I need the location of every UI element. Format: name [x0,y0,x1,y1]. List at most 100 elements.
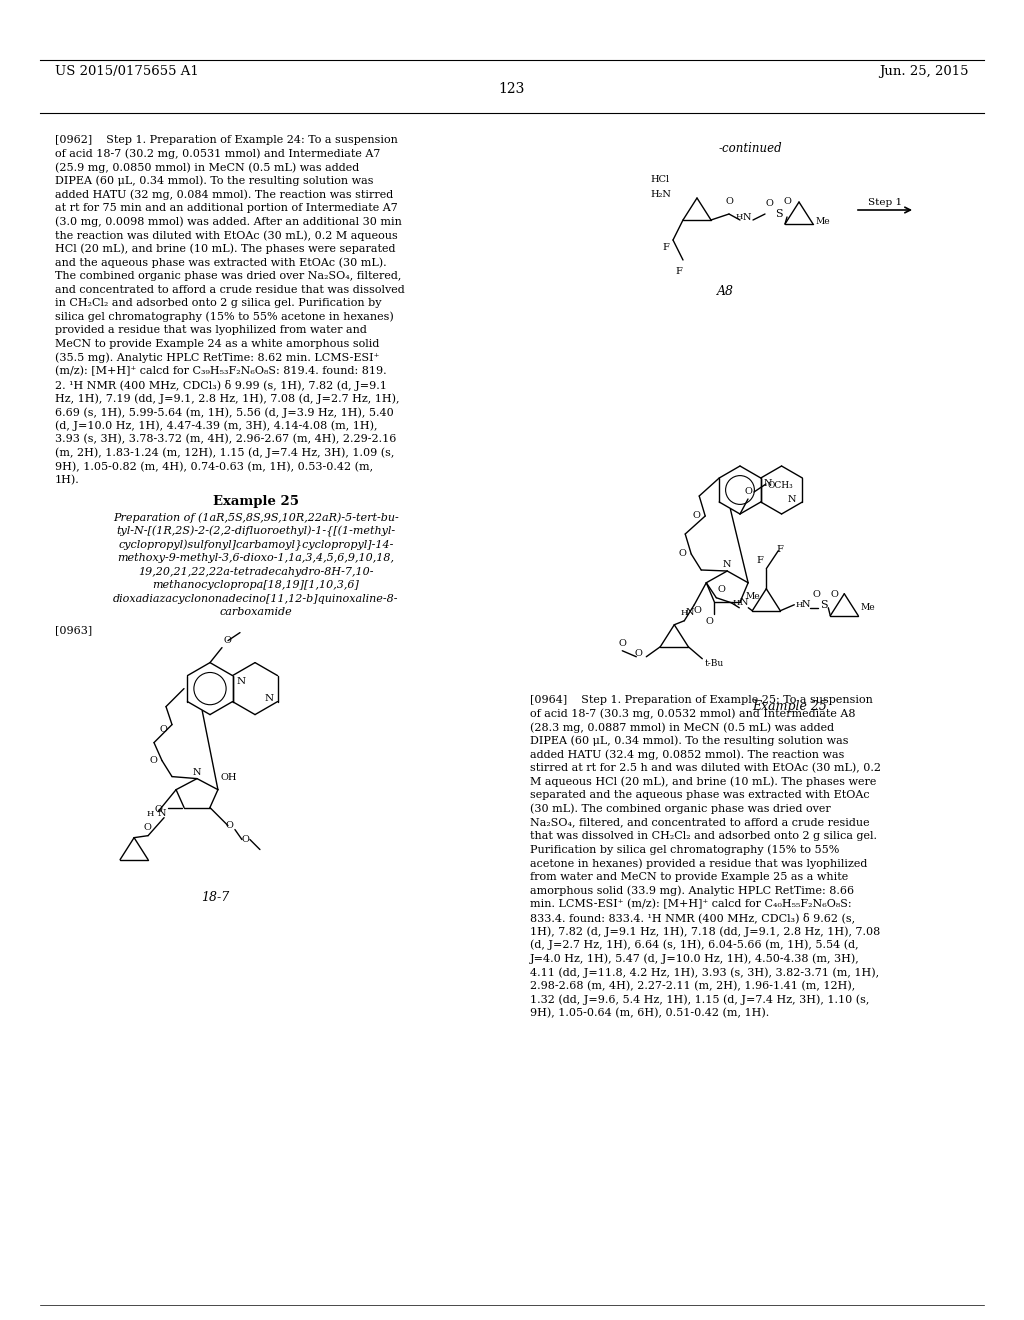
Text: 123: 123 [499,82,525,96]
Text: N: N [742,213,752,222]
Text: O: O [765,199,773,209]
Text: acetone in hexanes) provided a residue that was lyophilized: acetone in hexanes) provided a residue t… [530,858,867,869]
Text: at rt for 75 min and an additional portion of Intermediate A7: at rt for 75 min and an additional porti… [55,203,397,213]
Text: O: O [155,805,162,814]
Text: and concentrated to afford a crude residue that was dissolved: and concentrated to afford a crude resid… [55,285,404,294]
Text: H: H [146,809,154,817]
Text: Me: Me [815,216,829,226]
Text: tyl-N-[(1R,2S)-2-(2,2-difluoroethyl)-1-{[(1-methyl-: tyl-N-[(1R,2S)-2-(2,2-difluoroethyl)-1-{… [117,527,395,537]
Text: separated and the aqueous phase was extracted with EtOAc: separated and the aqueous phase was extr… [530,791,869,800]
Text: Me: Me [860,603,874,612]
Text: OCH₃: OCH₃ [768,482,794,491]
Text: 6.69 (s, 1H), 5.99-5.64 (m, 1H), 5.56 (d, J=3.9 Hz, 1H), 5.40: 6.69 (s, 1H), 5.99-5.64 (m, 1H), 5.56 (d… [55,407,394,417]
Text: from water and MeCN to provide Example 25 as a white: from water and MeCN to provide Example 2… [530,871,848,882]
Text: 4.11 (dd, J=11.8, 4.2 Hz, 1H), 3.93 (s, 3H), 3.82-3.71 (m, 1H),: 4.11 (dd, J=11.8, 4.2 Hz, 1H), 3.93 (s, … [530,968,880,978]
Text: (m, 2H), 1.83-1.24 (m, 12H), 1.15 (d, J=7.4 Hz, 3H), 1.09 (s,: (m, 2H), 1.83-1.24 (m, 12H), 1.15 (d, J=… [55,447,394,458]
Text: OH: OH [221,774,238,783]
Text: MeCN to provide Example 24 as a white amorphous solid: MeCN to provide Example 24 as a white am… [55,339,379,348]
Text: amorphous solid (33.9 mg). Analytic HPLC RetTime: 8.66: amorphous solid (33.9 mg). Analytic HPLC… [530,886,854,896]
Text: added HATU (32.4 mg, 0.0852 mmol). The reaction was: added HATU (32.4 mg, 0.0852 mmol). The r… [530,750,845,760]
Text: O: O [143,824,152,832]
Text: O: O [150,756,157,766]
Text: 1H), 7.82 (d, J=9.1 Hz, 1H), 7.18 (dd, J=9.1, 2.8 Hz, 1H), 7.08: 1H), 7.82 (d, J=9.1 Hz, 1H), 7.18 (dd, J… [530,927,881,937]
Text: (25.9 mg, 0.0850 mmol) in MeCN (0.5 mL) was added: (25.9 mg, 0.0850 mmol) in MeCN (0.5 mL) … [55,162,359,173]
Text: Hz, 1H), 7.19 (dd, J=9.1, 2.8 Hz, 1H), 7.08 (d, J=2.7 Hz, 1H),: Hz, 1H), 7.19 (dd, J=9.1, 2.8 Hz, 1H), 7… [55,393,399,404]
Text: S: S [820,599,828,610]
Text: O: O [242,836,250,843]
Text: O: O [678,549,686,558]
Text: O: O [693,606,701,615]
Text: H: H [732,599,740,607]
Text: 18-7: 18-7 [201,891,229,904]
Text: 2. ¹H NMR (400 MHz, CDCl₃) δ 9.99 (s, 1H), 7.82 (d, J=9.1: 2. ¹H NMR (400 MHz, CDCl₃) δ 9.99 (s, 1H… [55,380,387,391]
Text: H: H [681,609,688,616]
Text: and the aqueous phase was extracted with EtOAc (30 mL).: and the aqueous phase was extracted with… [55,257,387,268]
Text: H: H [735,213,742,220]
Text: N: N [686,609,694,618]
Text: O: O [706,616,714,626]
Text: DIPEA (60 μL, 0.34 mmol). To the resulting solution was: DIPEA (60 μL, 0.34 mmol). To the resulti… [530,735,849,746]
Text: N: N [787,495,796,504]
Text: 1.32 (dd, J=9.6, 5.4 Hz, 1H), 1.15 (d, J=7.4 Hz, 3H), 1.10 (s,: 1.32 (dd, J=9.6, 5.4 Hz, 1H), 1.15 (d, J… [530,994,869,1005]
Text: O: O [226,821,233,830]
Text: HCl (20 mL), and brine (10 mL). The phases were separated: HCl (20 mL), and brine (10 mL). The phas… [55,244,395,255]
Text: O: O [725,198,733,206]
Text: Preparation of (1aR,5S,8S,9S,10R,22aR)-5-tert-bu-: Preparation of (1aR,5S,8S,9S,10R,22aR)-5… [113,512,399,523]
Text: O: O [635,649,642,659]
Text: Me: Me [745,593,760,601]
Text: the reaction was diluted with EtOAc (30 mL), 0.2 M aqueous: the reaction was diluted with EtOAc (30 … [55,230,397,240]
Text: stirred at rt for 2.5 h and was diluted with EtOAc (30 mL), 0.2: stirred at rt for 2.5 h and was diluted … [530,763,881,774]
Text: 19,20,21,22,22a-tetradecahydro-8H-7,10-: 19,20,21,22,22a-tetradecahydro-8H-7,10- [138,566,374,577]
Text: O: O [830,590,839,599]
Text: of acid 18-7 (30.3 mg, 0.0532 mmol) and Intermediate A8: of acid 18-7 (30.3 mg, 0.0532 mmol) and … [530,709,855,719]
Text: [0962]    Step 1. Preparation of Example 24: To a suspension: [0962] Step 1. Preparation of Example 24… [55,135,398,145]
Text: H₂N: H₂N [650,190,671,199]
Text: silica gel chromatography (15% to 55% acetone in hexanes): silica gel chromatography (15% to 55% ac… [55,312,394,322]
Text: The combined organic phase was dried over Na₂SO₄, filtered,: The combined organic phase was dried ove… [55,271,401,281]
Text: O: O [692,511,700,520]
Text: A8: A8 [717,285,733,298]
Text: US 2015/0175655 A1: US 2015/0175655 A1 [55,65,199,78]
Text: [0964]    Step 1. Preparation of Example 25: To a suspension: [0964] Step 1. Preparation of Example 25… [530,696,872,705]
Text: 9H), 1.05-0.64 (m, 6H), 0.51-0.42 (m, 1H).: 9H), 1.05-0.64 (m, 6H), 0.51-0.42 (m, 1H… [530,1007,769,1018]
Text: 2.98-2.68 (m, 4H), 2.27-2.11 (m, 2H), 1.96-1.41 (m, 12H),: 2.98-2.68 (m, 4H), 2.27-2.11 (m, 2H), 1.… [530,981,855,991]
Text: O: O [159,725,167,734]
Text: 1H).: 1H). [55,475,80,486]
Text: DIPEA (60 μL, 0.34 mmol). To the resulting solution was: DIPEA (60 μL, 0.34 mmol). To the resulti… [55,176,374,186]
Text: Example 25: Example 25 [753,700,827,713]
Text: O: O [812,590,820,599]
Text: N: N [237,677,246,686]
Text: (28.3 mg, 0.0887 mmol) in MeCN (0.5 mL) was added: (28.3 mg, 0.0887 mmol) in MeCN (0.5 mL) … [530,722,835,733]
Text: O: O [783,198,791,206]
Text: (3.0 mg, 0.0098 mmol) was added. After an additional 30 min: (3.0 mg, 0.0098 mmol) was added. After a… [55,216,401,227]
Text: O: O [744,487,752,496]
Text: N: N [802,601,811,610]
Text: -continued: -continued [718,143,781,154]
Text: N: N [264,694,273,704]
Text: carboxamide: carboxamide [219,607,293,618]
Text: S: S [775,209,782,219]
Text: N: N [193,768,202,776]
Text: Na₂SO₄, filtered, and concentrated to afford a crude residue: Na₂SO₄, filtered, and concentrated to af… [530,817,869,828]
Text: F: F [757,556,763,565]
Text: Jun. 25, 2015: Jun. 25, 2015 [880,65,969,78]
Text: 833.4. found: 833.4. ¹H NMR (400 MHz, CDCl₃) δ 9.62 (s,: 833.4. found: 833.4. ¹H NMR (400 MHz, CD… [530,912,855,924]
Text: (d, J=10.0 Hz, 1H), 4.47-4.39 (m, 3H), 4.14-4.08 (m, 1H),: (d, J=10.0 Hz, 1H), 4.47-4.39 (m, 3H), 4… [55,421,378,432]
Text: (m/z): [M+H]⁺ calcd for C₃₉H₅₃F₂N₆O₈S: 819.4. found: 819.: (m/z): [M+H]⁺ calcd for C₃₉H₅₃F₂N₆O₈S: 8… [55,366,387,376]
Text: N: N [723,560,731,569]
Text: in CH₂Cl₂ and adsorbed onto 2 g silica gel. Purification by: in CH₂Cl₂ and adsorbed onto 2 g silica g… [55,298,382,308]
Text: N: N [763,479,772,487]
Text: M aqueous HCl (20 mL), and brine (10 mL). The phases were: M aqueous HCl (20 mL), and brine (10 mL)… [530,776,877,787]
Text: 9H), 1.05-0.82 (m, 4H), 0.74-0.63 (m, 1H), 0.53-0.42 (m,: 9H), 1.05-0.82 (m, 4H), 0.74-0.63 (m, 1H… [55,462,373,471]
Text: 3.93 (s, 3H), 3.78-3.72 (m, 4H), 2.96-2.67 (m, 4H), 2.29-2.16: 3.93 (s, 3H), 3.78-3.72 (m, 4H), 2.96-2.… [55,434,396,445]
Text: Step 1: Step 1 [868,198,902,207]
Text: added HATU (32 mg, 0.084 mmol). The reaction was stirred: added HATU (32 mg, 0.084 mmol). The reac… [55,189,393,199]
Text: (d, J=2.7 Hz, 1H), 6.64 (s, 1H), 6.04-5.66 (m, 1H), 5.54 (d,: (d, J=2.7 Hz, 1H), 6.64 (s, 1H), 6.04-5.… [530,940,859,950]
Text: F: F [663,243,669,252]
Text: Purification by silica gel chromatography (15% to 55%: Purification by silica gel chromatograph… [530,845,840,855]
Text: N: N [158,809,167,818]
Text: O: O [618,639,627,648]
Text: O: O [718,585,725,594]
Text: HCl: HCl [650,176,669,183]
Text: N: N [740,598,749,607]
